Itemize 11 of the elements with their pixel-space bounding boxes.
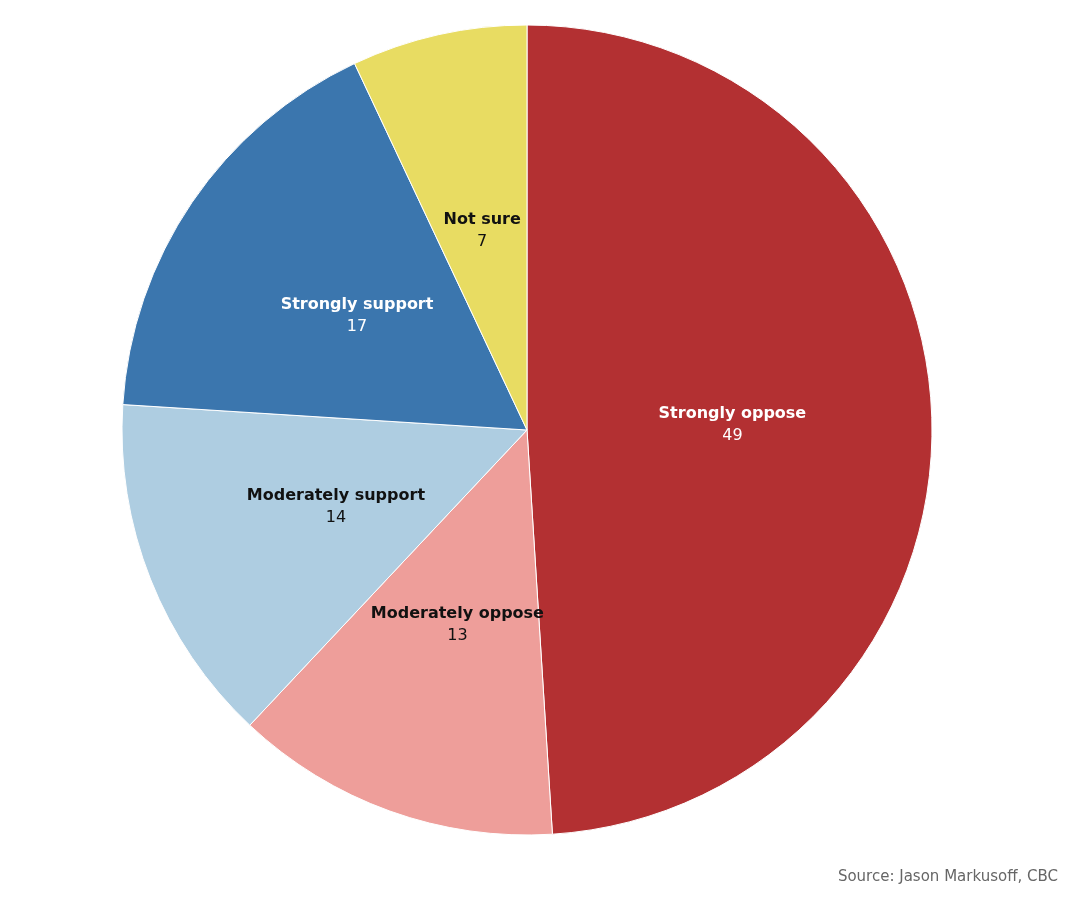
slice-label: Not sure: [443, 208, 521, 228]
source-note: Source: Jason Markusoff, CBC: [837, 866, 1058, 885]
data-label: 49: [722, 425, 743, 445]
slice-label: Moderately oppose: [370, 602, 545, 622]
slice-label: Strongly support: [280, 293, 434, 313]
data-label: 7: [477, 230, 488, 250]
slice-label: Strongly oppose: [658, 403, 807, 423]
data-label: 17: [346, 315, 368, 335]
data-label: 13: [447, 624, 468, 644]
slice-label: Moderately support: [246, 485, 426, 505]
data-label: 14: [325, 507, 347, 527]
